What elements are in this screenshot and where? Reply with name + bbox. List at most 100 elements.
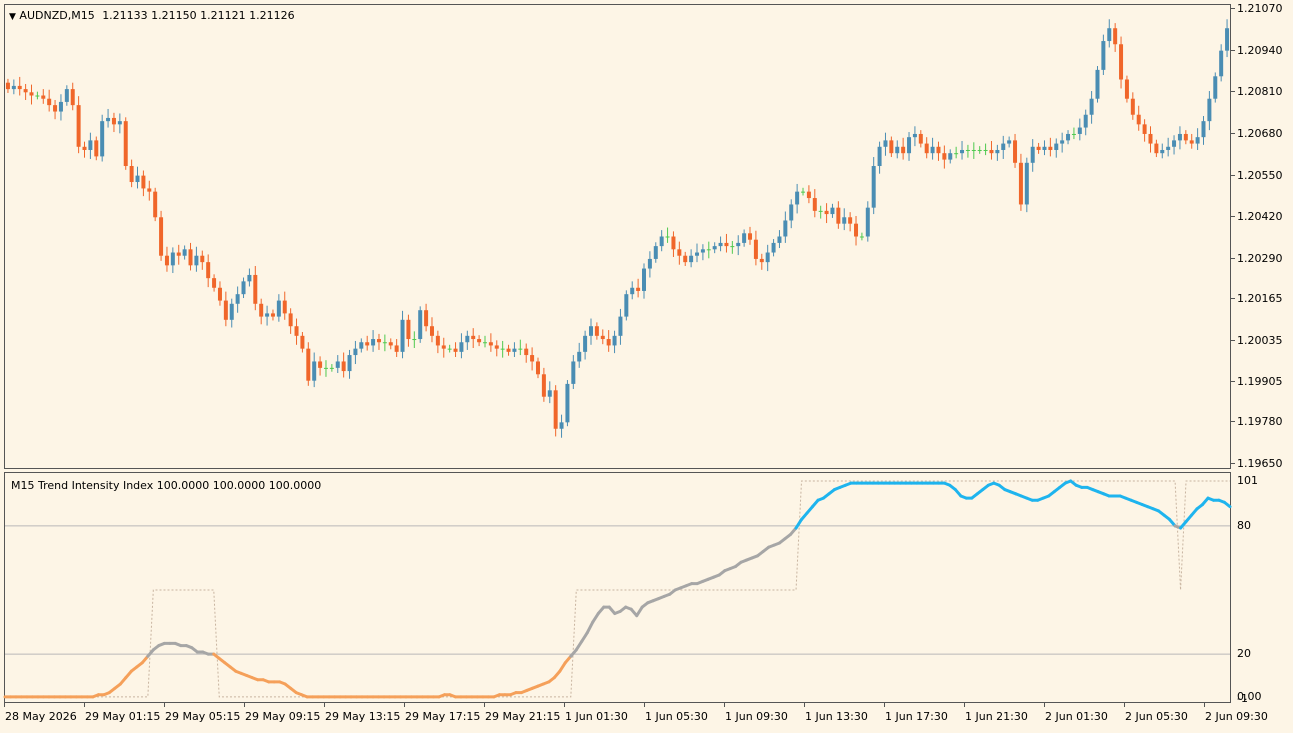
candle-body [1177,133,1182,141]
candle-body [82,146,87,150]
price-tick-mark [1231,91,1235,93]
price-tick-label: 1.20290 [1237,251,1283,265]
candle-body [418,310,423,340]
candle-body [830,207,835,215]
candle-body [1119,44,1124,80]
candle-body [253,274,258,304]
candle-body [1166,146,1171,150]
indicator-pane[interactable]: M15 Trend Intensity Index 100.0000 100.0… [3,472,1232,703]
time-tick-label: 2 Jun 05:30 [1125,710,1188,723]
candle-body [1101,41,1106,70]
candle-body [765,252,770,263]
candle-body [541,374,546,397]
candle-body [1077,127,1082,134]
candle-body [565,383,570,423]
time-tick-mark [564,703,565,707]
candle-body [388,342,393,346]
candle-body [824,210,829,215]
candle-body [41,95,46,99]
candle-body [1018,162,1023,205]
candle-body [1172,140,1177,147]
candle-body [912,133,917,138]
time-tick-label: 2 Jun 09:30 [1205,710,1268,723]
price-tick-label: 1.20550 [1237,168,1283,182]
candle-body [1060,140,1065,144]
candle-body [194,255,199,266]
candle-body [441,345,446,349]
candle-body [842,217,847,224]
candle-body [382,342,387,344]
dropdown-triangle-icon[interactable]: ▼ [9,12,16,22]
candle-body [70,89,75,106]
candle-body [859,236,864,238]
candle-body [753,239,758,259]
time-tick-label: 28 May 2026 [5,710,77,723]
candle-body [1142,124,1147,134]
tii-line-segment [585,620,595,635]
candle-body [447,348,452,350]
candle-body [235,294,240,304]
candle-body [359,342,364,349]
time-tick-label: 1 Jun 21:30 [965,710,1028,723]
candle-body [977,149,982,151]
candle-body [836,207,841,224]
candle-body [147,188,152,192]
tii-line-segment [558,661,567,673]
candle-body [512,348,517,352]
candle-body [247,274,252,282]
candle-body [924,143,929,154]
candle-body [129,166,134,183]
candle-body [435,335,440,346]
candle-body [400,319,405,352]
candle-body [412,339,417,341]
candle-body [1048,146,1053,150]
time-tick-mark [884,703,885,707]
candle-body [312,361,317,381]
candle-body [1113,28,1118,45]
tii-line-segment [1223,500,1232,509]
candle-body [488,342,493,346]
candle-body [206,262,211,279]
candle-body [524,348,529,356]
candle-body [1195,137,1200,144]
candle-body [606,339,611,346]
candle-body [176,252,181,256]
candle-body [1071,133,1076,135]
candle-body [1036,146,1041,150]
time-tick-mark [484,703,485,707]
candle-body [58,101,63,112]
candle-body [1001,143,1006,150]
candle-body [600,335,605,340]
candle-body [936,146,941,154]
candle-body [865,207,870,237]
signal-step-line [5,480,1230,698]
time-tick-mark [1044,703,1045,707]
candle-body [35,95,40,97]
candle-body [671,236,676,250]
price-tick-mark [1231,132,1235,134]
candle-body [724,242,729,247]
candle-body [135,175,140,183]
candle-body [17,85,22,90]
candle-body [553,390,558,429]
time-tick-label: 1 Jun 17:30 [885,710,948,723]
price-tick-label: 1.20810 [1237,85,1283,99]
price-tick-label: 1.20035 [1237,333,1283,347]
symbol-header: ▼ AUDNZD,M15 1.21133 1.21150 1.21121 1.2… [9,9,295,22]
candle-body [577,351,582,362]
candle-body [618,316,623,336]
tii-line-segment [574,639,584,652]
price-chart-pane[interactable]: ▼ AUDNZD,M15 1.21133 1.21150 1.21121 1.2… [4,4,1231,469]
time-tick-mark [404,703,405,707]
candle-body [948,153,953,160]
candle-body [730,246,735,248]
price-tick-label: 1.20940 [1237,43,1283,57]
symbol-label: AUDNZD,M15 [19,9,95,22]
candle-body [365,342,370,346]
candle-body [712,246,717,250]
candle-body [995,149,1000,154]
candle-body [571,361,576,384]
tii-line-segment [794,517,804,530]
candle-body [547,390,552,397]
candle-body [288,313,293,327]
